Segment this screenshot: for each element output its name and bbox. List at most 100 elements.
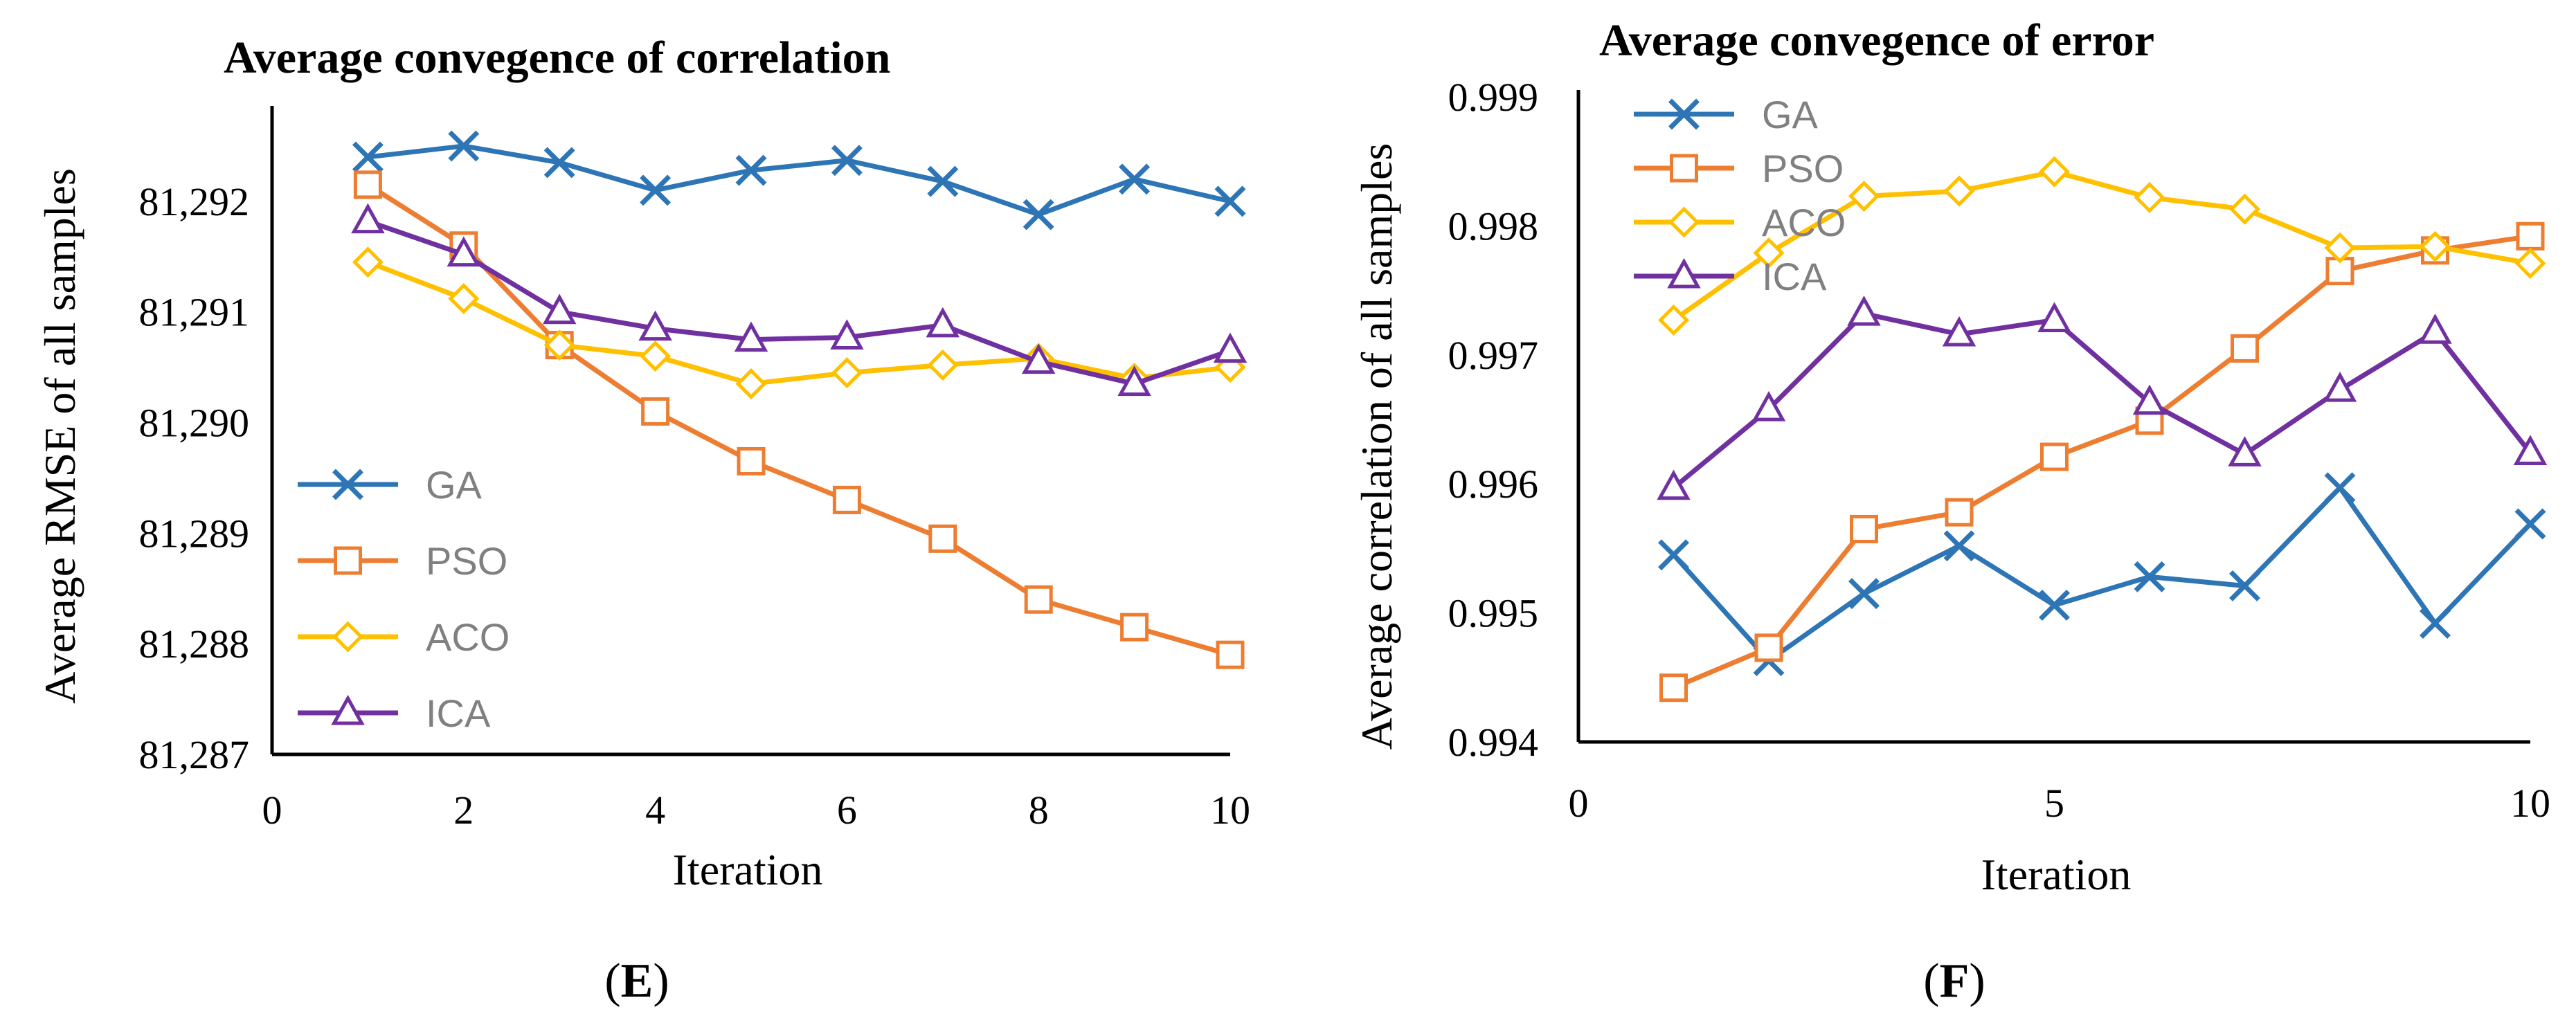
data-point — [640, 341, 672, 372]
legend-marker — [1670, 154, 1698, 183]
data-point — [2323, 371, 2357, 402]
x-axis-label: Iteration — [1981, 850, 2132, 899]
x-tick-label: 0 — [1569, 781, 1589, 826]
x-tick-label: 10 — [1210, 788, 1250, 833]
data-point — [2513, 435, 2548, 465]
data-point — [2037, 302, 2071, 332]
data-point — [1214, 185, 1246, 217]
y-tick-label: 81,287 — [139, 732, 250, 777]
data-point — [1753, 237, 1785, 269]
data-point — [2040, 442, 2069, 471]
data-point — [1943, 530, 1975, 562]
y-tick-label: 0.996 — [1448, 462, 1539, 507]
data-point — [543, 329, 575, 361]
legend: GA PSO ACO ICA — [1634, 93, 1846, 298]
data-point — [831, 357, 863, 389]
chart-title: Average convegence of error — [1599, 15, 2154, 66]
legend-label: ICA — [1762, 255, 1827, 298]
series-line — [367, 143, 1231, 217]
legend-entry-pso: PSO — [298, 539, 507, 583]
legend-marker — [334, 546, 362, 575]
legend-label: GA — [1762, 93, 1819, 136]
x-tick-label: 0 — [262, 788, 282, 833]
x-axis-label: Iteration — [673, 845, 823, 894]
data-point — [2324, 472, 2356, 504]
chart-panel-e: Average convegence of correlation Averag… — [35, 33, 1250, 1008]
data-point — [1216, 640, 1245, 669]
series-line — [367, 219, 1232, 387]
legend-label: ICA — [426, 691, 491, 735]
series-ica — [351, 203, 1248, 397]
data-point — [1657, 304, 1690, 336]
x-tick-label: 8 — [1029, 788, 1049, 833]
data-point — [830, 319, 864, 350]
series-line — [1672, 311, 2532, 490]
series-line — [1672, 169, 2531, 323]
data-point — [2132, 384, 2167, 415]
series-aco — [1657, 156, 2546, 336]
data-point — [2418, 314, 2452, 344]
data-point — [448, 282, 480, 315]
data-point — [1213, 332, 1248, 363]
y-tick-label: 81,290 — [139, 401, 250, 446]
data-point — [1848, 578, 1880, 610]
series-group — [1657, 156, 2548, 702]
data-point — [1024, 585, 1053, 614]
data-point — [1658, 539, 1689, 571]
data-point — [2514, 247, 2546, 279]
data-point — [2228, 436, 2262, 466]
data-point — [1659, 673, 1688, 702]
legend-marker — [331, 694, 365, 725]
data-point — [1942, 316, 1976, 347]
series-line — [366, 182, 1231, 657]
panel-label-f: (F) — [1923, 954, 1985, 1008]
x-tick-label: 4 — [645, 788, 665, 833]
y-tick-label: 0.994 — [1448, 720, 1539, 765]
tick-labels: 81,287 81,288 81,289 81,290 81,291 81,292 0 2 4 6… — [139, 179, 1251, 833]
data-point — [1657, 469, 1691, 500]
y-tick-label: 81,291 — [139, 290, 250, 335]
data-point — [1754, 633, 1783, 662]
legend-label: PSO — [426, 539, 507, 583]
data-point — [927, 165, 959, 197]
data-point — [2229, 570, 2260, 601]
axes — [1576, 90, 2530, 744]
x-tick-label: 10 — [2510, 781, 2550, 826]
data-point — [926, 307, 960, 338]
data-point — [543, 147, 575, 179]
series-ga — [1658, 472, 2546, 677]
series-ica — [1657, 296, 2548, 500]
data-point — [2134, 181, 2165, 213]
x-tick-label: 2 — [453, 788, 474, 833]
data-point — [448, 130, 480, 162]
data-point — [831, 145, 863, 176]
data-point — [1848, 180, 1880, 212]
y-tick-label: 81,289 — [139, 511, 250, 556]
legend-marker — [1668, 98, 1700, 130]
data-point — [2228, 193, 2261, 225]
y-tick-label: 81,288 — [139, 622, 250, 666]
data-point — [734, 321, 768, 352]
y-axis-label: Average RMSE of all samples — [35, 168, 84, 704]
data-point — [1117, 365, 1151, 397]
data-point — [2039, 589, 2070, 621]
data-point — [1850, 514, 1878, 543]
data-point — [1945, 498, 1974, 527]
chart-title: Average convegence of correlation — [224, 33, 890, 83]
data-point — [735, 154, 767, 186]
axes — [270, 106, 1230, 756]
legend-marker — [332, 621, 364, 653]
y-axis-label: Average correlation of all samples — [1352, 143, 1401, 750]
data-point — [2231, 334, 2259, 363]
y-tick-label: 0.999 — [1448, 75, 1539, 120]
y-tick-label: 0.995 — [1448, 591, 1539, 636]
series-line — [1671, 485, 2532, 664]
y-tick-label: 0.998 — [1448, 203, 1539, 248]
data-point — [542, 293, 577, 325]
data-point — [735, 368, 767, 400]
data-point — [638, 310, 672, 341]
data-point — [447, 236, 481, 267]
series-line — [1673, 233, 2531, 690]
data-point — [737, 446, 766, 475]
